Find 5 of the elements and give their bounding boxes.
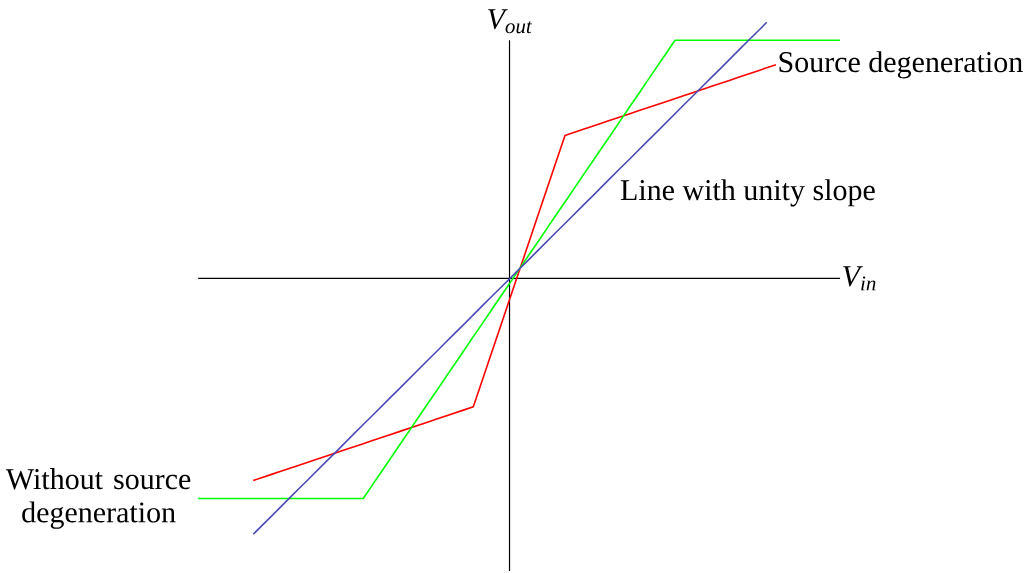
series-label: Without source degeneration <box>5 468 191 529</box>
x-axis-title: V$_{in}$ <box>843 266 876 291</box>
series-label: Source degeneration <box>779 51 1023 79</box>
series-label: Line with unity slope <box>620 179 875 207</box>
y-axis-title: V$_{out}$ <box>488 9 533 34</box>
